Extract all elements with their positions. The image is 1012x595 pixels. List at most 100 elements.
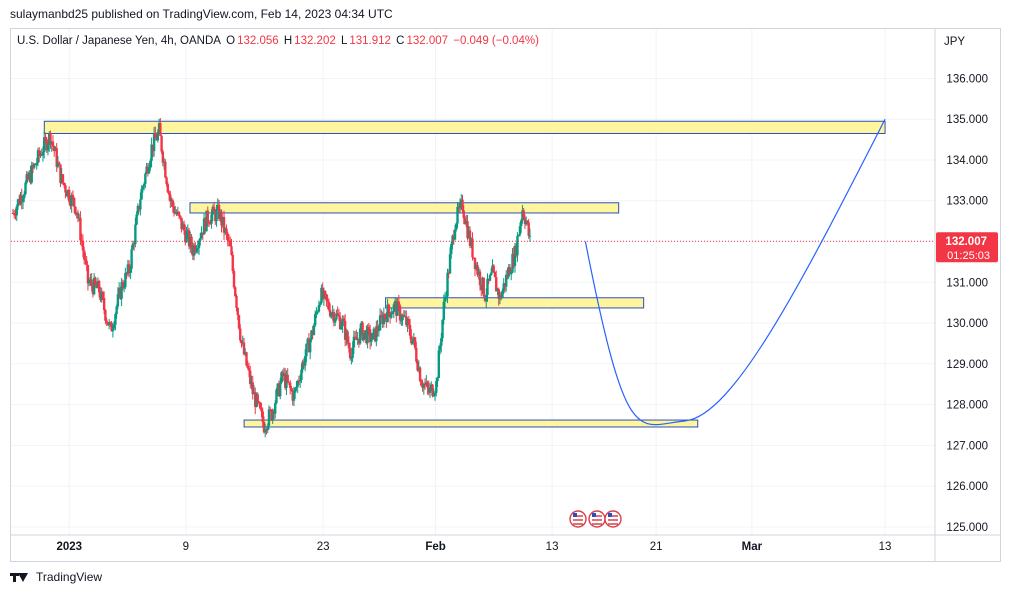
candle [516, 232, 519, 262]
candle [478, 269, 482, 291]
candle [259, 401, 262, 410]
candle [96, 277, 100, 289]
candle [398, 303, 402, 325]
candle-body [432, 395, 435, 397]
candle [61, 173, 65, 185]
candle [84, 252, 87, 265]
candle-body [146, 166, 150, 174]
candle [300, 363, 303, 384]
candle-body [196, 247, 199, 250]
candle [333, 318, 337, 327]
candle-body [460, 199, 463, 203]
candle-body [144, 173, 147, 184]
candle-body [102, 297, 106, 311]
candle [147, 163, 151, 174]
candle-body [280, 372, 283, 383]
y-tick-label: 133.000 [946, 196, 988, 208]
candle-body [134, 224, 137, 245]
candle [99, 287, 102, 303]
candle-body [453, 229, 457, 240]
candle [356, 331, 359, 345]
candle [363, 330, 367, 340]
candle-body [222, 216, 226, 233]
candle [45, 136, 48, 153]
candle-body [470, 238, 473, 246]
candle-body [365, 330, 368, 344]
candle-body [418, 367, 422, 382]
candle [276, 383, 279, 396]
candle [140, 185, 143, 200]
candle [251, 375, 254, 400]
candle [190, 233, 193, 255]
candle-body [125, 272, 128, 274]
candle-body [191, 248, 195, 256]
candle [195, 245, 198, 254]
candle [523, 214, 527, 229]
candle [236, 307, 239, 321]
candle [196, 240, 199, 254]
candle-body [38, 150, 41, 156]
candle [161, 149, 165, 167]
candle-body [95, 284, 98, 289]
candle [20, 188, 23, 210]
candle [126, 259, 130, 277]
candle-body [122, 287, 126, 289]
candle-body [40, 154, 43, 156]
candle-body [296, 380, 299, 387]
candle-body [244, 352, 247, 355]
candle-body [357, 338, 361, 344]
candle [80, 233, 83, 247]
candle [315, 307, 318, 319]
candle [210, 209, 213, 229]
candle [343, 314, 347, 347]
candle [159, 118, 162, 136]
candle [405, 310, 408, 328]
candle [450, 241, 453, 259]
candle [522, 208, 525, 220]
candle-body [72, 197, 76, 207]
candle [500, 292, 503, 301]
candle-body [206, 210, 209, 223]
candle [468, 226, 472, 249]
candle [302, 357, 306, 369]
candle [326, 295, 329, 309]
symbol-title[interactable]: U.S. Dollar / Japanese Yen, 4h, OANDA [17, 35, 221, 47]
candle [216, 198, 219, 211]
candle [139, 192, 142, 216]
candle [367, 322, 371, 336]
candle [305, 343, 308, 363]
candle [200, 226, 203, 239]
candle-body [385, 316, 388, 323]
candle-body [241, 342, 244, 344]
candle [347, 336, 351, 353]
candle-body [142, 183, 146, 187]
candle-body [257, 401, 261, 403]
candle-body [176, 211, 180, 215]
candle [142, 182, 146, 191]
candle [280, 371, 283, 385]
candle-body [335, 313, 338, 320]
candle [422, 382, 426, 395]
candle [51, 135, 55, 151]
candle-body [175, 212, 178, 215]
candle-body [214, 211, 217, 222]
candle-body [284, 373, 287, 388]
candle [112, 320, 116, 331]
candle [59, 164, 62, 187]
candle-body [465, 221, 468, 225]
candle-body [308, 339, 312, 353]
candle [66, 189, 70, 200]
footer-brand[interactable]: TradingView [36, 570, 103, 584]
candle-body [493, 272, 497, 278]
candle-body [81, 241, 85, 251]
x-tick-label: 13 [546, 541, 559, 553]
candle [511, 248, 514, 274]
x-tick-label: 2023 [56, 541, 82, 553]
candle-body [149, 160, 152, 168]
candle-body [372, 328, 376, 333]
candle [521, 205, 524, 224]
candle-body [45, 139, 48, 151]
candle-body [452, 235, 455, 240]
candle-body [226, 233, 229, 241]
